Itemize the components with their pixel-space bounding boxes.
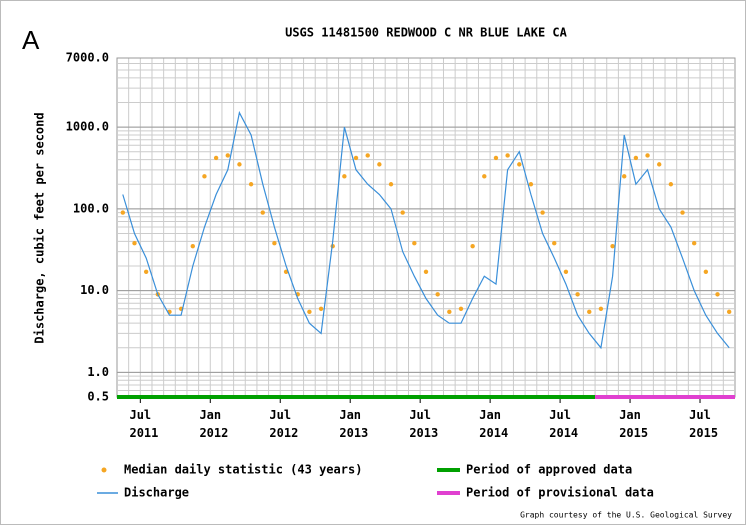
median-dot	[237, 162, 242, 167]
y-tick-label: 10.0	[80, 283, 109, 297]
median-dot	[633, 155, 639, 161]
legend-label: Period of approved data	[466, 463, 632, 477]
x-tick-label: Jul 2013	[402, 408, 438, 440]
credit: Graph courtesy of the U.S. Geological Su…	[520, 511, 732, 520]
x-tick-label: Jan 2013	[332, 408, 368, 440]
x-tick-label: Jan 2015	[612, 408, 648, 440]
median-dot	[703, 269, 709, 274]
x-tick-label: Jul 2014	[542, 408, 578, 440]
y-tick-label: 1.0	[87, 365, 109, 379]
median-dot	[482, 174, 487, 179]
median-dot	[202, 174, 207, 179]
median-dot	[447, 309, 452, 315]
median-dot	[365, 153, 370, 158]
median-dot	[318, 306, 324, 311]
median-dot	[400, 210, 405, 215]
y-axis-label: Discharge, cubic feet per second	[33, 112, 47, 343]
y-tick-label: 7000.0	[66, 51, 109, 65]
median-dot	[493, 155, 499, 161]
y-tick-label: 1000.0	[66, 120, 109, 134]
median-dot	[680, 210, 685, 215]
median-dot	[412, 241, 417, 246]
median-dot	[563, 269, 569, 274]
median-dot	[517, 162, 522, 167]
x-tick-label: Jul 2012	[262, 408, 298, 440]
legend-label: Discharge	[124, 486, 189, 500]
median-dot	[645, 153, 650, 158]
median-dot	[610, 243, 615, 249]
median-dot	[120, 210, 126, 215]
x-tick-label: Jul 2011	[122, 408, 158, 440]
median-dot	[342, 174, 347, 179]
median-dot	[668, 182, 674, 187]
x-tick-label: Jan 2012	[192, 408, 228, 440]
legend-label: Period of provisional data	[466, 486, 654, 500]
median-dot	[528, 182, 534, 187]
median-dot	[458, 306, 464, 311]
median-dot	[307, 309, 312, 315]
discharge-line	[122, 110, 730, 350]
panel-label: A	[22, 25, 40, 55]
median-dot	[575, 292, 580, 297]
chart-title: USGS 11481500 REDWOOD C NR BLUE LAKE CA	[285, 26, 568, 40]
median-dot	[190, 243, 195, 249]
median-dot	[657, 162, 662, 167]
y-tick-label: 100.0	[73, 201, 109, 215]
median-dot	[225, 153, 230, 158]
median-dot	[552, 241, 557, 246]
median-dot	[377, 162, 382, 167]
median-dot	[213, 155, 219, 161]
median-dot	[505, 153, 510, 158]
period-bar	[595, 395, 735, 399]
y-tick-label: 0.5	[87, 390, 109, 404]
median-dot	[470, 243, 475, 249]
median-dot	[587, 309, 592, 315]
median-dot	[132, 241, 137, 246]
median-dot	[423, 269, 429, 274]
median-dot	[691, 241, 697, 246]
legend-marker	[101, 467, 107, 473]
median-dot	[715, 292, 720, 297]
median-dot	[248, 182, 254, 187]
median-dot	[540, 210, 545, 215]
median-dot	[622, 174, 627, 179]
median-dot	[598, 306, 604, 311]
median-dot	[143, 269, 149, 274]
legend-label: Median daily statistic (43 years)	[124, 463, 362, 477]
period-bar	[117, 395, 596, 399]
x-tick-label: Jan 2014	[472, 408, 508, 440]
x-tick-label: Jul 2015	[682, 408, 718, 440]
median-dot	[353, 155, 359, 161]
median-dot	[272, 241, 277, 246]
median-dot	[435, 292, 440, 297]
median-dot	[726, 309, 732, 315]
plot-area	[116, 57, 736, 398]
median-dot	[260, 210, 265, 215]
median-dot	[388, 182, 394, 187]
